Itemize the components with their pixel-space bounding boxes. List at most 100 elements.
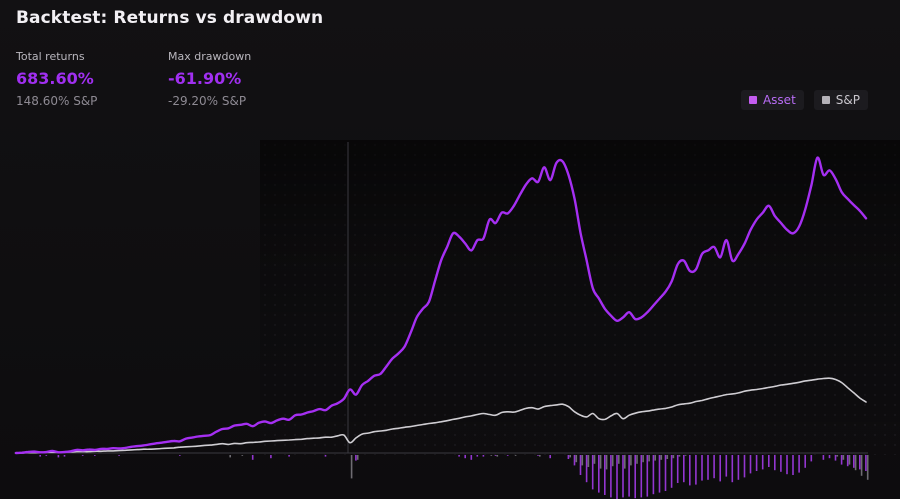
drawdown-bar-asset (476, 455, 479, 457)
drawdown-bar-sp (514, 455, 517, 456)
sp-line (15, 377, 867, 454)
max-drawdown-value: -61.90% (168, 69, 242, 88)
drawdown-bar-sp (490, 455, 493, 456)
drawdown-bar-sp (575, 455, 578, 463)
drawdown-bar-asset (865, 455, 867, 471)
drawdown-bar-asset (646, 455, 649, 497)
drawdown-bar-asset (591, 455, 594, 490)
page-title: Backtest: Returns vs drawdown (16, 8, 324, 28)
drawdown-bar-asset (780, 455, 782, 472)
drawdown-bar-asset (628, 455, 630, 497)
drawdown-bar-asset (707, 455, 709, 480)
drawdown-bar-sp (350, 455, 353, 479)
drawdown-bar-asset (270, 455, 272, 459)
chart-legend: Asset S&P (740, 90, 868, 110)
drawdown-bar-asset (701, 455, 703, 481)
drawdown-bar-asset (774, 455, 776, 471)
drawdown-bar-asset (616, 455, 618, 499)
drawdown-bar-asset (251, 455, 254, 460)
drawdown-bar-sp (630, 455, 632, 466)
drawdown-bar-sp (587, 455, 590, 467)
legend-label-sp: S&P (835, 93, 860, 107)
drawdown-bar-sp (678, 455, 681, 457)
drawdown-bar-sp (660, 455, 663, 460)
drawdown-bar-asset (94, 455, 96, 456)
drawdown-bar-asset (755, 455, 758, 471)
drawdown-bar-sp (593, 455, 596, 464)
drawdown-bar-asset (828, 455, 831, 459)
legend-item-asset[interactable]: Asset (740, 90, 804, 110)
drawdown-bar-asset (470, 455, 473, 460)
sp-swatch-icon (821, 96, 830, 104)
drawdown-bar-sp (229, 455, 231, 458)
drawdown-bar-asset (859, 455, 861, 470)
drawdown-bar-asset (634, 455, 636, 499)
drawdown-bar-asset (834, 455, 837, 461)
drawdown-bar-asset (822, 455, 825, 460)
drawdown-bar-asset (761, 455, 764, 470)
total-returns-label: Total returns (16, 50, 85, 63)
drawdown-bar-asset (39, 455, 41, 457)
drawdown-bar-asset (57, 455, 60, 458)
series-lines (14, 156, 868, 455)
drawdown-bar-sp (642, 455, 644, 463)
chart-dot-fade (260, 140, 900, 455)
drawdown-bars (39, 455, 869, 499)
drawdown-bar-asset (610, 455, 612, 498)
drawdown-bar-asset (118, 455, 120, 456)
drawdown-bar-sp (854, 455, 857, 471)
drawdown-bar-asset (731, 455, 734, 483)
drawdown-bar-asset (689, 455, 691, 486)
drawdown-bar-sp (654, 455, 656, 461)
max-drawdown-label: Max drawdown (168, 50, 252, 63)
drawdown-bar-asset (324, 455, 327, 457)
drawdown-bar-asset (676, 455, 679, 483)
drawdown-bar-sp (605, 455, 608, 470)
drawdown-bar-sp (581, 455, 584, 466)
legend-label-asset: Asset (762, 93, 796, 107)
drawdown-bar-sp (866, 455, 869, 480)
drawdown-bar-asset (853, 455, 855, 468)
asset-line (14, 156, 868, 455)
max-drawdown-benchmark: -29.20% S&P (168, 94, 247, 108)
drawdown-bar-asset (743, 455, 746, 478)
drawdown-bar-asset (537, 455, 539, 456)
legend-item-sp[interactable]: S&P (813, 90, 868, 110)
drawdown-bar-asset (598, 455, 600, 493)
drawdown-bar-asset (658, 455, 661, 493)
drawdown-bar-asset (494, 455, 497, 456)
drawdown-bar-asset (567, 455, 570, 459)
max-drawdown-stat: Max drawdown -61.90% -29.20% S&P (168, 50, 251, 108)
total-returns-stat: Total returns 683.60% 148.60% S&P (16, 50, 97, 108)
drawdown-bar-asset (749, 455, 752, 474)
total-returns-benchmark: 148.60% S&P (16, 94, 98, 108)
drawdown-bar-asset (458, 455, 460, 457)
drawdown-bar-asset (585, 455, 588, 483)
drawdown-bar-asset (573, 455, 576, 466)
drawdown-bar-sp (539, 455, 541, 457)
drawdown-bar-asset (695, 455, 697, 485)
drawdown-bar-asset (579, 455, 582, 475)
drawdown-bar-sp (684, 455, 687, 456)
drawdown-bar-sp (611, 455, 614, 467)
drawdown-bar-sp (599, 455, 602, 469)
drawdown-bar-sp (569, 455, 571, 458)
drawdown-bar-asset (719, 455, 721, 482)
drawdown-bar-asset (179, 455, 181, 456)
drawdown-bar-sp (848, 455, 851, 465)
drawdown-bar-asset (549, 455, 551, 459)
drawdown-bar-asset (604, 455, 606, 495)
drawdown-bar-asset (355, 455, 357, 461)
drawdown-bar-asset (45, 455, 48, 456)
drawdown-bar-asset (81, 455, 84, 456)
drawdown-bar-asset (464, 455, 466, 459)
drawdown-bar-asset (640, 455, 643, 498)
drawdown-bar-asset (846, 455, 849, 467)
drawdown-bar-sp (356, 455, 359, 460)
drawdown-bar-asset (840, 455, 843, 465)
drawdown-bar-asset (725, 455, 728, 477)
drawdown-bar-asset (482, 455, 485, 457)
drawdown-bar-asset (670, 455, 673, 488)
